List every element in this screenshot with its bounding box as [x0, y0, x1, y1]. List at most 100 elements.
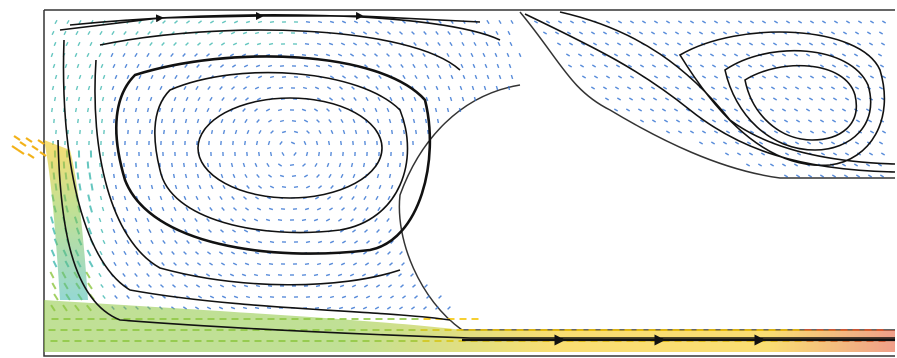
- velocity-vector: [589, 53, 595, 57]
- velocity-vector: [387, 195, 391, 201]
- velocity-vector: [366, 129, 370, 135]
- velocity-vector: [661, 108, 667, 112]
- velocity-vector: [205, 273, 211, 277]
- velocity-vector: [617, 75, 623, 79]
- velocity-vector: [233, 97, 237, 101]
- velocity-vector: [256, 42, 262, 46]
- velocity-vector: [495, 85, 499, 91]
- velocity-vector: [185, 262, 189, 266]
- velocity-vector: [869, 20, 875, 24]
- velocity-vector: [865, 163, 871, 167]
- velocity-vector: [185, 206, 189, 212]
- velocity-vector: [303, 64, 309, 68]
- velocity-vector: [616, 97, 622, 101]
- velocity-vector: [246, 185, 250, 189]
- inlet-vector: [25, 137, 33, 143]
- velocity-vector: [98, 272, 102, 278]
- velocity-vector: [783, 119, 789, 123]
- velocity-vector: [376, 229, 380, 233]
- velocity-vector: [424, 118, 428, 124]
- velocity-vector: [208, 173, 212, 179]
- velocity-vector: [50, 249, 56, 257]
- velocity-vector: [303, 119, 309, 123]
- velocity-vector: [831, 119, 837, 123]
- velocity-vector: [365, 20, 371, 24]
- velocity-vector: [628, 42, 634, 46]
- velocity-vector: [244, 173, 248, 179]
- velocity-vector: [317, 295, 323, 299]
- velocity-vector: [305, 151, 309, 157]
- velocity-vector: [351, 284, 357, 288]
- velocity-vector: [818, 141, 824, 145]
- velocity-vector: [665, 75, 671, 79]
- velocity-vector: [231, 284, 237, 288]
- velocity-vector: [830, 86, 836, 90]
- velocity-vector: [398, 53, 402, 57]
- velocity-vector: [242, 162, 246, 168]
- velocity-vector: [134, 107, 138, 113]
- velocity-vector: [436, 63, 440, 69]
- inlet-vector: [39, 151, 47, 157]
- velocity-vector: [341, 97, 345, 101]
- velocity-vector: [687, 119, 693, 123]
- velocity-vector: [785, 75, 791, 79]
- velocity-vector: [161, 262, 165, 266]
- velocity-vector: [241, 218, 247, 222]
- velocity-vector: [438, 20, 442, 24]
- velocity-vector: [242, 251, 248, 255]
- velocity-vector: [256, 119, 260, 123]
- velocity-vector: [150, 20, 154, 24]
- velocity-vector: [581, 75, 587, 79]
- velocity-vector: [403, 129, 405, 135]
- velocity-vector: [137, 173, 139, 179]
- velocity-vector: [603, 64, 609, 68]
- velocity-vector: [758, 141, 764, 145]
- velocity-vector: [146, 107, 150, 113]
- velocity-vector: [363, 195, 367, 201]
- velocity-vector: [773, 130, 779, 134]
- velocity-vector: [170, 107, 174, 113]
- velocity-vector: [134, 52, 138, 58]
- velocity-vector: [75, 85, 79, 91]
- velocity-vector: [245, 240, 251, 244]
- velocity-vector: [89, 205, 93, 213]
- vortex-core-streamline: [197, 97, 383, 199]
- velocity-vector: [378, 240, 382, 244]
- velocity-vector: [137, 96, 141, 102]
- velocity-vector: [256, 173, 260, 179]
- velocity-vector: [149, 41, 153, 47]
- velocity-vector: [231, 64, 237, 68]
- channel-streamline-1: [524, 13, 896, 173]
- velocity-vector: [845, 20, 851, 24]
- velocity-vector: [219, 196, 223, 200]
- velocity-vector: [265, 274, 271, 276]
- velocity-vector: [842, 86, 848, 90]
- velocity-vector: [305, 75, 311, 79]
- velocity-vector: [593, 75, 599, 79]
- velocity-vector: [86, 107, 90, 113]
- velocity-vector: [400, 63, 404, 69]
- velocity-vector: [290, 141, 296, 145]
- velocity-vector: [651, 64, 657, 68]
- velocity-vector: [220, 173, 224, 179]
- velocity-vector: [841, 53, 847, 57]
- velocity-vector: [423, 85, 427, 91]
- velocity-vector: [266, 86, 272, 90]
- velocity-vector: [590, 31, 596, 35]
- velocity-vector: [255, 284, 261, 288]
- velocity-vector: [183, 284, 189, 288]
- velocity-vector: [399, 251, 403, 255]
- velocity-vector: [76, 63, 80, 69]
- velocity-vector: [268, 119, 272, 123]
- velocity-vector: [673, 108, 679, 112]
- velocity-vector: [389, 96, 393, 102]
- velocity-vector: [112, 63, 116, 69]
- velocity-vector: [459, 85, 463, 91]
- velocity-vector: [337, 273, 343, 277]
- left-inlet-jet: [44, 140, 88, 300]
- velocity-vector: [833, 20, 839, 24]
- velocity-vector: [760, 97, 766, 101]
- velocity-vector: [279, 174, 285, 178]
- velocity-vector: [449, 96, 453, 102]
- velocity-vector: [66, 74, 70, 80]
